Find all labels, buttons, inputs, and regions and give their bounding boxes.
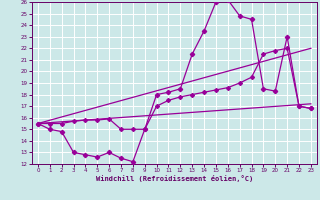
X-axis label: Windchill (Refroidissement éolien,°C): Windchill (Refroidissement éolien,°C) bbox=[96, 175, 253, 182]
